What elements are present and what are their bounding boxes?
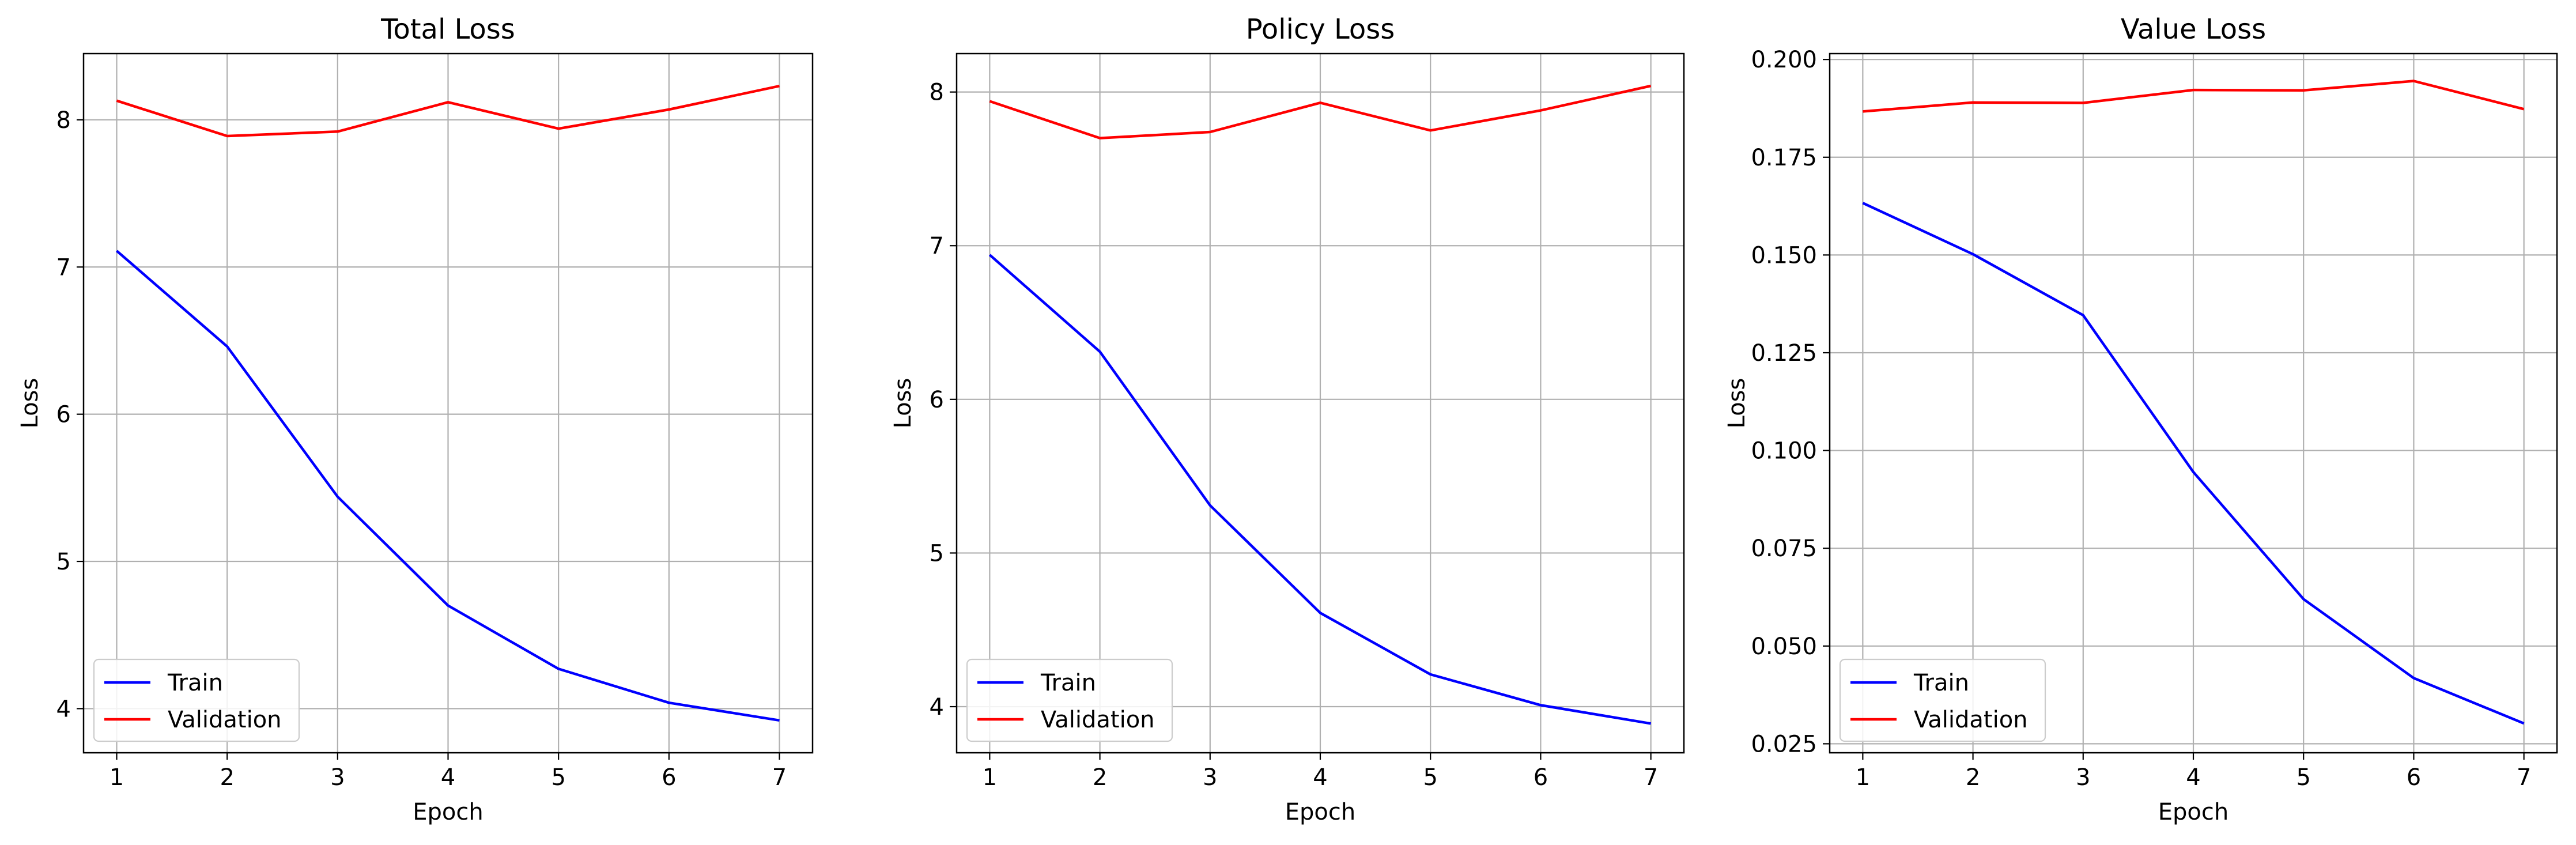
legend-label-train: Train — [167, 670, 223, 696]
x-axis-label: Epoch — [2158, 799, 2228, 825]
x-tick-label: 1 — [109, 764, 124, 791]
series-line-train — [1862, 202, 2525, 725]
x-tick-label: 2 — [220, 764, 234, 791]
y-tick-label: 0.075 — [1751, 535, 1817, 562]
x-tick-label: 2 — [1966, 764, 1980, 791]
y-tick-label: 0.150 — [1751, 242, 1817, 269]
y-tick-label: 5 — [56, 549, 71, 575]
x-tick-label: 6 — [662, 764, 676, 791]
grid — [957, 54, 1684, 753]
y-tick-label: 8 — [930, 80, 944, 106]
y-tick-label: 5 — [930, 540, 944, 567]
x-tick-label: 4 — [1313, 764, 1327, 791]
x-tick-label: 3 — [1203, 764, 1217, 791]
panel-3: 1 2 3 4 5 6 7 0.025 0.050 0.075 0.100 0.125 0.150 0.1… — [1724, 13, 2558, 825]
y-tick-label: 4 — [930, 694, 944, 720]
y-tick-label: 6 — [56, 402, 71, 428]
y-tick-label: 0.050 — [1751, 633, 1817, 660]
x-tick-label: 7 — [772, 764, 787, 791]
y-tick-label: 7 — [56, 254, 71, 281]
legend-box — [1839, 658, 2046, 742]
chart-title: Value Loss — [2121, 13, 2266, 46]
y-tick-label: 0.100 — [1751, 438, 1817, 465]
y-tick-label: 7 — [930, 233, 944, 259]
x-tick-label: 2 — [1093, 764, 1107, 791]
y-axis-label: Loss — [890, 378, 916, 429]
legend-label-train: Train — [1040, 670, 1096, 696]
series-line-train — [116, 250, 780, 722]
y-tick-label: 6 — [930, 387, 944, 413]
series-line-validation — [989, 84, 1652, 139]
x-tick-label: 1 — [1856, 764, 1870, 791]
grid — [84, 54, 813, 753]
x-tick-label: 4 — [441, 764, 455, 791]
x-tick-label: 1 — [983, 764, 997, 791]
x-axis-label: Epoch — [1285, 799, 1355, 825]
x-tick-label: 3 — [2076, 764, 2090, 791]
y-tick-label: 0.175 — [1751, 145, 1817, 171]
x-tick-label: 6 — [1533, 764, 1548, 791]
grid — [1830, 54, 2557, 753]
x-tick-label: 6 — [2407, 764, 2421, 791]
y-tick-label: 0.125 — [1751, 340, 1817, 367]
legend-label-validation: Validation — [1914, 707, 2028, 733]
y-axis-label: Loss — [1724, 378, 1750, 429]
panel-2: 1 2 3 4 5 6 7 4 5 6 7 8 Policy Loss Epoch Loss Train Val… — [890, 13, 1685, 825]
x-tick-label: 7 — [2517, 764, 2531, 791]
chart-title: Total Loss — [380, 13, 515, 46]
x-tick-label: 3 — [330, 764, 345, 791]
series-line-train — [988, 254, 1651, 725]
x-tick-label: 5 — [2296, 764, 2310, 791]
series-line-validation — [1863, 80, 2525, 113]
legend-box — [93, 658, 300, 742]
legend: Train Validation — [93, 658, 300, 742]
y-tick-label: 4 — [56, 696, 71, 722]
y-tick-label: 8 — [56, 107, 71, 134]
series-line-validation — [116, 84, 780, 138]
legend-box — [966, 658, 1173, 742]
legend: Train Validation — [966, 658, 1173, 742]
chart-title: Policy Loss — [1246, 13, 1395, 46]
legend-label-validation: Validation — [1041, 707, 1155, 733]
x-tick-label: 4 — [2186, 764, 2200, 791]
x-tick-label: 5 — [1423, 764, 1437, 791]
x-tick-label: 5 — [551, 764, 565, 791]
y-tick-label: 0.200 — [1751, 47, 1817, 73]
legend-label-train: Train — [1913, 670, 1969, 696]
y-axis-label: Loss — [17, 378, 43, 429]
legend: Train Validation — [1839, 658, 2046, 742]
x-tick-label: 7 — [1644, 764, 1658, 791]
y-tick-label: 0.025 — [1751, 731, 1817, 757]
x-axis-label: Epoch — [413, 799, 483, 825]
panel-1: 1 2 3 4 5 6 7 4 5 6 7 8 Total Loss Epoch Loss Train Vali… — [17, 13, 814, 825]
legend-label-validation: Validation — [168, 707, 282, 733]
